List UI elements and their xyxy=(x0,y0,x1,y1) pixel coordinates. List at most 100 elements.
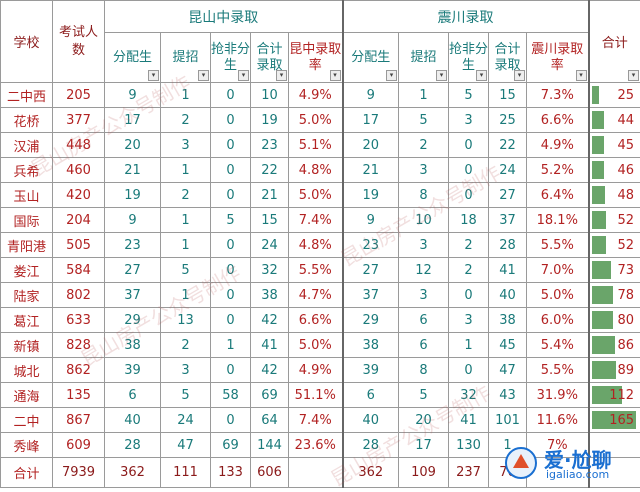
z-qiangfei-cell: 130 xyxy=(449,433,489,458)
sum-value: 44 xyxy=(618,113,635,128)
z-tizhao-cell: 6 xyxy=(399,333,449,358)
k-heji-cell: 21 xyxy=(251,183,289,208)
z-fenpei-cell: 6 xyxy=(343,383,399,408)
z-tizhao-cell: 20 xyxy=(399,408,449,433)
k-tizhao-cell: 5 xyxy=(161,258,211,283)
school-cell: 青阳港 xyxy=(1,233,53,258)
z-rate-cell: 7.0% xyxy=(527,258,589,283)
sum-value: 80 xyxy=(618,313,635,328)
filter-dropdown-icon[interactable]: ▾ xyxy=(436,70,447,81)
z-qiangfei-cell: 0 xyxy=(449,133,489,158)
sum-value: 46 xyxy=(618,163,635,178)
k-rate-cell: 4.9% xyxy=(289,358,343,383)
sum-value: 52 xyxy=(618,238,635,253)
exam-cell: 609 xyxy=(53,433,105,458)
total-kh: 606 xyxy=(251,458,289,488)
header-k-fenpei-label: 分配生 xyxy=(113,50,152,65)
k-qiangfei-cell: 0 xyxy=(211,133,251,158)
k-heji-cell: 24 xyxy=(251,233,289,258)
sum-cell: 73 xyxy=(589,258,640,283)
filter-dropdown-icon[interactable]: ▾ xyxy=(476,70,487,81)
chat-bubble-icon xyxy=(504,446,538,480)
k-rate-cell: 4.7% xyxy=(289,283,343,308)
k-fenpei-cell: 6 xyxy=(105,383,161,408)
exam-cell: 448 xyxy=(53,133,105,158)
header-z-tizhao-label: 提招 xyxy=(411,50,437,65)
filter-dropdown-icon[interactable]: ▾ xyxy=(386,70,397,81)
sum-value: 86 xyxy=(618,338,635,353)
header-k-qiangfei-label: 抢非分生 xyxy=(211,42,250,73)
z-heji-cell: 41 xyxy=(489,258,527,283)
z-heji-cell: 101 xyxy=(489,408,527,433)
sum-cell: 89 xyxy=(589,358,640,383)
z-fenpei-cell: 38 xyxy=(343,333,399,358)
z-tizhao-cell: 6 xyxy=(399,308,449,333)
school-cell: 汉浦 xyxy=(1,133,53,158)
total-zf: 362 xyxy=(343,458,399,488)
k-rate-cell: 5.0% xyxy=(289,333,343,358)
header-z-rate-label: 震川录取率 xyxy=(531,42,583,73)
k-qiangfei-cell: 0 xyxy=(211,108,251,133)
filter-dropdown-icon[interactable]: ▾ xyxy=(514,70,525,81)
k-rate-cell: 23.6% xyxy=(289,433,343,458)
z-rate-cell: 11.6% xyxy=(527,408,589,433)
k-tizhao-cell: 3 xyxy=(161,358,211,383)
header-total-label: 合计 xyxy=(602,36,628,51)
k-fenpei-cell: 28 xyxy=(105,433,161,458)
header-school: 学校 xyxy=(1,1,53,83)
k-rate-cell: 51.1% xyxy=(289,383,343,408)
z-heji-cell: 27 xyxy=(489,183,527,208)
k-tizhao-cell: 1 xyxy=(161,83,211,108)
k-heji-cell: 10 xyxy=(251,83,289,108)
k-rate-cell: 5.0% xyxy=(289,183,343,208)
z-heji-cell: 43 xyxy=(489,383,527,408)
school-cell: 通海 xyxy=(1,383,53,408)
header-k-tizhao-label: 提招 xyxy=(172,50,198,65)
z-fenpei-cell: 27 xyxy=(343,258,399,283)
k-qiangfei-cell: 0 xyxy=(211,283,251,308)
k-heji-cell: 144 xyxy=(251,433,289,458)
sum-cell: 52 xyxy=(589,208,640,233)
z-heji-cell: 22 xyxy=(489,133,527,158)
z-tizhao-cell: 3 xyxy=(399,283,449,308)
filter-dropdown-icon[interactable]: ▾ xyxy=(576,70,587,81)
filter-dropdown-icon[interactable]: ▾ xyxy=(238,70,249,81)
filter-dropdown-icon[interactable]: ▾ xyxy=(330,70,341,81)
z-heji-cell: 37 xyxy=(489,208,527,233)
sum-value: 165 xyxy=(609,413,634,428)
k-rate-cell: 4.9% xyxy=(289,83,343,108)
header-k-heji: 合计录取▾ xyxy=(251,33,289,83)
sum-cell: 46 xyxy=(589,158,640,183)
filter-dropdown-icon[interactable]: ▾ xyxy=(198,70,209,81)
k-tizhao-cell: 2 xyxy=(161,333,211,358)
school-cell: 秀峰 xyxy=(1,433,53,458)
k-fenpei-cell: 23 xyxy=(105,233,161,258)
header-z-rate: 震川录取率▾ xyxy=(527,33,589,83)
z-qiangfei-cell: 0 xyxy=(449,158,489,183)
k-fenpei-cell: 9 xyxy=(105,208,161,233)
data-bar xyxy=(592,311,613,329)
filter-dropdown-icon[interactable]: ▾ xyxy=(276,70,287,81)
exam-cell: 862 xyxy=(53,358,105,383)
header-z-fenpei: 分配生▾ xyxy=(343,33,399,83)
z-rate-cell: 5.0% xyxy=(527,283,589,308)
filter-dropdown-icon[interactable]: ▾ xyxy=(148,70,159,81)
z-rate-cell: 6.0% xyxy=(527,308,589,333)
z-tizhao-cell: 8 xyxy=(399,183,449,208)
header-z-heji-label: 合计录取 xyxy=(495,42,521,73)
z-rate-cell: 31.9% xyxy=(527,383,589,408)
filter-dropdown-icon[interactable]: ▾ xyxy=(628,70,639,81)
exam-cell: 584 xyxy=(53,258,105,283)
z-rate-cell: 7.3% xyxy=(527,83,589,108)
k-qiangfei-cell: 69 xyxy=(211,433,251,458)
data-bar xyxy=(592,161,604,179)
